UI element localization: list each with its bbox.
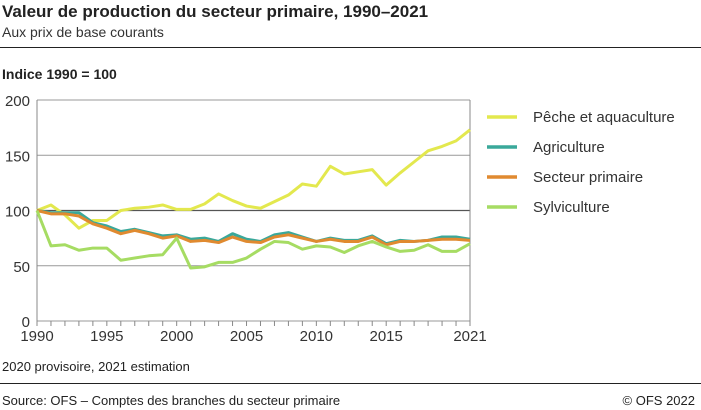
legend-label: Sylviculture <box>533 199 610 216</box>
x-tick-label: 2015 <box>370 328 403 345</box>
y-tick-label: 0 <box>22 314 30 331</box>
y-axis-label: Indice 1990 = 100 <box>2 66 117 82</box>
x-tick-label: 2000 <box>160 328 193 345</box>
series-line-sylviculture <box>35 209 471 270</box>
x-tick-label: 1990 <box>20 328 53 345</box>
x-tick-label: 2010 <box>300 328 333 345</box>
legend-label: Secteur primaire <box>533 169 643 186</box>
x-tick-label: 2021 <box>453 328 486 345</box>
y-tick-label: 150 <box>5 148 30 165</box>
source-text: Source: OFS – Comptes des branches du se… <box>2 393 341 408</box>
chart-title: Valeur de production du secteur primaire… <box>2 2 429 21</box>
legend-label: Pêche et aquaculture <box>533 109 675 126</box>
chart-svg: 0 50 100 150 200 1990 1995 2000 2005 2010 2015 2021… <box>5 93 675 345</box>
divider <box>0 383 701 384</box>
y-tick-label: 200 <box>5 93 30 110</box>
chart-subtitle: Aux prix de base courants <box>2 24 164 40</box>
series-line-p-che-et-aquaculture <box>36 128 471 230</box>
y-tick-label: 50 <box>13 259 30 276</box>
chart-note: 2020 provisoire, 2021 estimation <box>2 359 190 374</box>
legend-label: Agriculture <box>533 139 605 156</box>
series-line-secteur-primaire <box>36 209 471 247</box>
copyright-text: © OFS 2022 <box>622 393 695 408</box>
x-tick-label: 1995 <box>90 328 123 345</box>
y-tick-label: 100 <box>5 204 30 221</box>
x-tick-label: 2005 <box>230 328 263 345</box>
divider <box>0 47 701 48</box>
